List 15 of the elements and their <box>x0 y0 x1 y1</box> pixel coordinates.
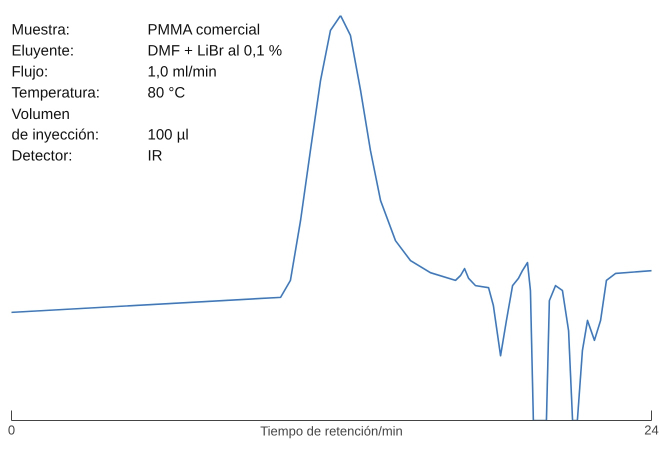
x-axis-title: Tiempo de retención/min <box>260 424 403 438</box>
annotation: DMF + LiBr al 0,1 % <box>148 42 282 60</box>
annotation: Temperatura: <box>12 84 100 102</box>
annotation: Volumen de inyección: <box>12 106 100 144</box>
annotation: 1,0 ml/min <box>148 64 217 80</box>
annotation: Muestra: <box>12 22 70 38</box>
annotation: Detector: <box>12 148 72 164</box>
x-tick-label: 24 <box>644 422 659 438</box>
annotation: 100 µl <box>148 126 189 144</box>
annotation: Eluyente: <box>12 42 74 60</box>
annotation: IR <box>148 148 163 164</box>
annotation: PMMA comercial <box>148 22 260 38</box>
annotation: Flujo: <box>12 64 48 80</box>
annotation: 80 °C <box>148 84 186 102</box>
x-tick-label: 0 <box>8 422 16 438</box>
